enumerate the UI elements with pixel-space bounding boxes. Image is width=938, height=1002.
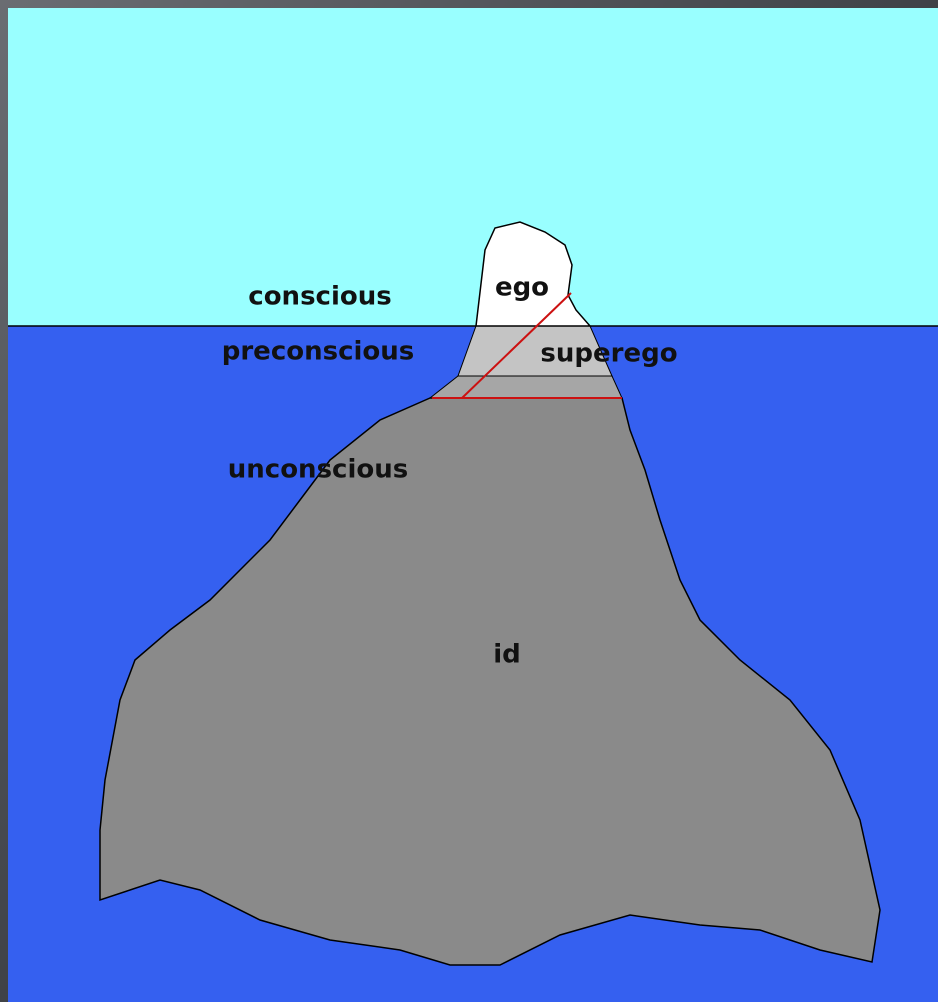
- part-label: superego: [540, 339, 677, 369]
- level-label: conscious: [248, 282, 391, 312]
- page: conscious preconscious unconscious ego s…: [0, 0, 938, 1002]
- iceberg-diagram: conscious preconscious unconscious ego s…: [0, 0, 938, 1002]
- part-label: ego: [495, 273, 549, 303]
- iceberg-band: [430, 376, 622, 398]
- level-label: preconscious: [222, 337, 415, 367]
- part-label: id: [493, 640, 521, 670]
- level-label: unconscious: [228, 455, 408, 485]
- sky: [8, 8, 938, 326]
